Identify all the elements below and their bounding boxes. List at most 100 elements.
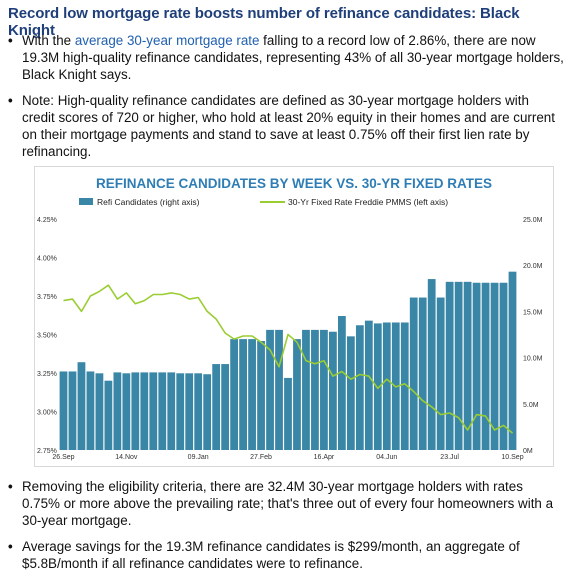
left-tick-label: 4.25%: [37, 217, 57, 224]
refi-bar: [275, 329, 283, 450]
bullet-1-post: falling to a record low of 2.86%, there …: [22, 33, 564, 82]
right-axis: 0M 5.0M 10.0M 15.0M 20.0M 25.0M: [523, 217, 543, 455]
rate-line-group: [63, 284, 514, 434]
left-tick-label: 2.75%: [37, 448, 57, 455]
right-tick-label: 20.0M: [523, 263, 543, 270]
left-tick-label: 3.75%: [37, 294, 57, 301]
refi-bar: [337, 316, 346, 450]
bars: [59, 271, 517, 450]
x-tick-label: 23.Jul: [440, 454, 459, 461]
legend: Refi Candidates (right axis) 30-Yr Fixed…: [79, 197, 448, 207]
refi-bar: [373, 323, 382, 450]
refi-bar: [436, 297, 445, 450]
refi-bar: [364, 320, 373, 450]
refi-bar: [499, 282, 508, 450]
bullet-1-pre: With the: [22, 33, 75, 48]
refi-bar: [329, 331, 337, 450]
refi-bar: [508, 271, 517, 450]
bullet-3-text: Removing the eligibility criteria, there…: [22, 479, 554, 528]
mortgage-rate-link[interactable]: average 30-year mortgage rate: [74, 33, 260, 48]
left-axis: 2.75% 3.00% 3.25% 3.50% 3.75% 4.00% 4.25%: [37, 217, 57, 455]
refi-bar: [194, 373, 203, 450]
refi-bar: [104, 380, 113, 450]
refi-bar: [454, 281, 463, 450]
refi-bar: [472, 282, 481, 450]
refi-bar: [418, 297, 427, 450]
left-tick-label: 3.50%: [37, 333, 57, 340]
chart-svg: REFINANCE CANDIDATES BY WEEK VS. 30-YR F…: [37, 176, 543, 461]
refinance-chart: REFINANCE CANDIDATES BY WEEK VS. 30-YR F…: [34, 166, 554, 467]
left-tick-label: 4.00%: [37, 256, 57, 263]
refi-bar: [176, 373, 185, 450]
bullet-1: • With the average 30-year mortgage rate…: [8, 32, 564, 83]
refi-bar: [490, 282, 499, 450]
refi-bar: [77, 362, 86, 450]
legend-rate-label: 30-Yr Fixed Rate Freddie PMMS (left axis…: [288, 197, 448, 207]
legend-refi-label: Refi Candidates (right axis): [97, 197, 200, 207]
right-tick-label: 15.0M: [523, 309, 543, 316]
refi-bar: [409, 297, 418, 450]
bullet-dot: •: [8, 479, 13, 494]
refi-bar: [445, 281, 454, 450]
bullet-2-text: Note: High-quality refinance candidates …: [22, 93, 555, 159]
x-tick-label: 14.Nov: [115, 454, 138, 461]
refi-bar: [95, 373, 104, 450]
refi-bar: [122, 373, 131, 450]
rate-line: [63, 284, 514, 434]
bullet-dot: •: [8, 539, 13, 554]
refi-bar: [158, 372, 167, 450]
refi-bar: [346, 336, 355, 450]
refi-bar: [463, 281, 472, 450]
refi-bar: [221, 364, 230, 450]
x-tick-label: 27.Feb: [250, 454, 272, 461]
bullet-3: • Removing the eligibility criteria, the…: [8, 478, 564, 529]
refi-bar: [203, 374, 212, 450]
x-tick-label: 26.Sep: [52, 454, 74, 461]
bullet-4: • Average savings for the 19.3M refinanc…: [8, 538, 564, 572]
refi-bar: [355, 325, 364, 450]
chart-title: REFINANCE CANDIDATES BY WEEK VS. 30-YR F…: [96, 176, 492, 191]
right-tick-label: 10.0M: [523, 356, 543, 363]
refi-bar: [59, 371, 68, 450]
refi-bar: [149, 372, 158, 450]
refi-bar: [68, 371, 77, 450]
x-tick-label: 16.Apr: [314, 454, 335, 461]
left-tick-label: 3.00%: [37, 410, 57, 417]
legend-bar-swatch: [79, 198, 93, 205]
refi-bar: [185, 373, 194, 450]
refi-bar: [266, 329, 274, 450]
refi-bar: [400, 322, 409, 450]
right-tick-label: 0M: [523, 448, 533, 455]
refi-bar: [113, 372, 122, 450]
refi-bar: [86, 371, 95, 450]
x-tick-label: 04.Jun: [376, 454, 397, 461]
bullet-2: • Note: High-quality refinance candidate…: [8, 92, 564, 160]
bullet-1-text: With the average 30-year mortgage rate f…: [22, 32, 564, 83]
right-tick-label: 5.0M: [523, 402, 539, 409]
refi-bar: [293, 339, 301, 450]
refi-bar: [230, 339, 239, 450]
refi-bar: [320, 329, 328, 450]
x-tick-label: 10.Sep: [501, 454, 523, 461]
refi-bar: [212, 364, 221, 450]
x-axis: 26.Sep 14.Nov 09.Jan 27.Feb 16.Apr 04.Jun 23.J…: [52, 454, 523, 461]
bullet-dot: •: [8, 93, 13, 108]
bullet-dot: •: [8, 33, 13, 48]
refi-bar: [481, 282, 490, 450]
refi-bar: [427, 279, 436, 450]
refi-bar: [131, 372, 140, 450]
refi-bar: [284, 377, 292, 450]
refi-bar: [311, 329, 319, 450]
refi-bar: [257, 340, 265, 450]
bullet-4-text: Average savings for the 19.3M refinance …: [22, 539, 520, 571]
refi-bar: [140, 372, 149, 450]
right-tick-label: 25.0M: [523, 217, 543, 224]
refi-bar: [167, 372, 176, 450]
refi-bar: [302, 329, 310, 450]
headline: Record low mortgage rate boosts number o…: [8, 5, 520, 39]
x-tick-label: 09.Jan: [188, 454, 209, 461]
refi-bar: [239, 339, 247, 450]
refi-bar: [248, 339, 256, 450]
left-tick-label: 3.25%: [37, 371, 57, 378]
